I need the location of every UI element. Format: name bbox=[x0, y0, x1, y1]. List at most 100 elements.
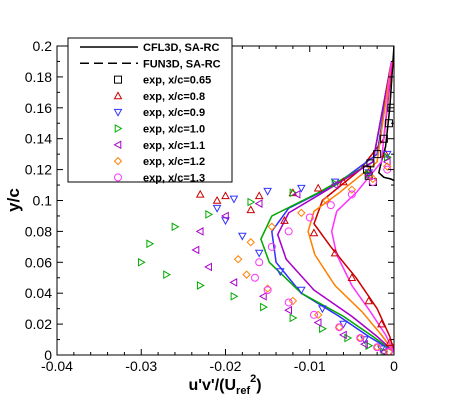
exp-marker bbox=[230, 291, 239, 301]
legend-marker-swatch bbox=[114, 173, 122, 182]
fun3d-line bbox=[378, 46, 394, 181]
legend-label: exp, x/c=0.65 bbox=[143, 75, 211, 87]
exp-marker bbox=[275, 268, 285, 277]
exp-marker bbox=[387, 103, 394, 112]
exp-marker bbox=[284, 227, 293, 236]
exp-marker bbox=[347, 185, 357, 194]
exp-marker bbox=[360, 336, 369, 345]
y-tick-label: 0.14 bbox=[25, 131, 52, 147]
y-tick-label: 0.12 bbox=[25, 162, 52, 178]
x-axis-label: u'v'/(Uref2) bbox=[188, 373, 261, 397]
legend-label: exp, x/c=0.8 bbox=[143, 91, 205, 103]
exp-marker bbox=[220, 211, 229, 221]
fun3d-line bbox=[260, 61, 394, 353]
exp-marker bbox=[195, 227, 204, 236]
x-tick-label: -0.02 bbox=[210, 358, 242, 374]
x-axis-label-main: u'v'/(U bbox=[188, 377, 236, 394]
legend-marker-swatch bbox=[113, 108, 123, 117]
exp-marker bbox=[322, 196, 331, 205]
exp-marker bbox=[258, 291, 267, 301]
exp-marker bbox=[379, 134, 388, 143]
exp-marker bbox=[242, 270, 251, 279]
exp-marker bbox=[326, 201, 335, 210]
legend-item: exp, x/c=1.2 bbox=[113, 156, 205, 168]
legend-label: exp, x/c=1.3 bbox=[143, 172, 205, 184]
exp-marker bbox=[319, 324, 327, 334]
cfd-series-group bbox=[313, 61, 394, 353]
x-tick-label: -0.01 bbox=[294, 358, 326, 374]
exp-marker bbox=[288, 188, 298, 197]
exp-marker bbox=[254, 199, 263, 208]
exp-marker bbox=[313, 310, 323, 320]
exp-marker bbox=[289, 313, 298, 323]
legend-item: exp, x/c=1.3 bbox=[114, 172, 205, 184]
exp-marker bbox=[318, 305, 327, 314]
exp-marker bbox=[246, 238, 255, 247]
exp-marker bbox=[365, 341, 374, 351]
exp-marker bbox=[364, 171, 373, 181]
exp-marker bbox=[330, 248, 340, 257]
y-tick-label: 0.16 bbox=[25, 100, 52, 116]
cfd-series-group bbox=[271, 61, 394, 353]
exp-marker bbox=[163, 270, 172, 280]
exp-marker bbox=[381, 149, 390, 158]
fun3d-line bbox=[277, 61, 394, 353]
exp-marker bbox=[146, 239, 155, 249]
series-layer bbox=[137, 46, 394, 355]
exp-marker bbox=[347, 273, 357, 282]
exp-series-group bbox=[137, 152, 392, 355]
exp-marker bbox=[305, 213, 314, 222]
exp-marker bbox=[254, 191, 264, 200]
legend-label: CFL3D, SA-RC bbox=[143, 42, 219, 54]
exp-marker bbox=[171, 222, 180, 232]
exp-marker bbox=[284, 298, 293, 307]
y-tick-label: 0.06 bbox=[25, 254, 52, 270]
exp-marker bbox=[338, 330, 347, 340]
exp-marker bbox=[385, 338, 394, 346]
exp-marker bbox=[384, 347, 394, 355]
legend-box bbox=[67, 37, 233, 183]
exp-marker bbox=[297, 208, 306, 218]
exp-marker bbox=[137, 257, 146, 267]
cfd-series-group bbox=[307, 61, 394, 353]
legend-label: exp, x/c=0.9 bbox=[143, 107, 205, 119]
x-tick-label: -0.04 bbox=[41, 358, 73, 374]
x-tick-label: -0.03 bbox=[125, 358, 157, 374]
exp-marker bbox=[296, 184, 306, 193]
exp-marker bbox=[383, 162, 392, 171]
exp-marker bbox=[260, 302, 268, 312]
exp-marker bbox=[331, 179, 340, 188]
exp-marker bbox=[368, 174, 378, 184]
exp-marker bbox=[238, 232, 247, 241]
exp-marker bbox=[205, 210, 214, 219]
exp-marker bbox=[330, 180, 339, 190]
legend: CFL3D, SA-RC FUN3D, SA-RC exp, x/c=0.65 exp… bbox=[67, 37, 233, 184]
legend-label: FUN3D, SA-RC bbox=[143, 58, 221, 70]
legend-item: exp, x/c=1.0 bbox=[114, 124, 205, 136]
exp-marker bbox=[377, 319, 386, 328]
x-axis-label-sub: ref bbox=[236, 385, 250, 397]
y-tick-label: 0 bbox=[44, 347, 52, 363]
legend-item: exp, x/c=0.8 bbox=[113, 91, 205, 103]
x-tick-label: 0 bbox=[390, 358, 398, 374]
exp-marker bbox=[356, 334, 365, 343]
exp-marker bbox=[263, 187, 272, 196]
y-tick-label: 0.08 bbox=[25, 223, 52, 239]
y-tick-label: 0.18 bbox=[25, 69, 52, 85]
legend-label: exp, x/c=1.0 bbox=[143, 124, 205, 136]
exp-marker bbox=[384, 347, 393, 355]
exp-marker bbox=[195, 189, 205, 198]
cfd-series-group bbox=[260, 61, 394, 353]
x-axis-label-close: ) bbox=[256, 377, 261, 394]
exp-marker bbox=[384, 119, 393, 128]
legend-item: exp, x/c=0.65 bbox=[114, 75, 211, 87]
fun3d-line bbox=[271, 61, 394, 353]
fun3d-line bbox=[307, 61, 394, 353]
exp-marker bbox=[229, 278, 238, 287]
y-tick-labels: 0 0.02 0.04 0.06 0.08 0.1 0.12 0.14 0.16 0.18 0.2 bbox=[25, 38, 52, 363]
x-tick-labels: -0.04 -0.03 -0.02 -0.01 0 bbox=[41, 358, 398, 374]
exp-marker bbox=[313, 318, 322, 327]
exp-marker bbox=[247, 197, 256, 207]
exp-marker bbox=[309, 310, 318, 319]
